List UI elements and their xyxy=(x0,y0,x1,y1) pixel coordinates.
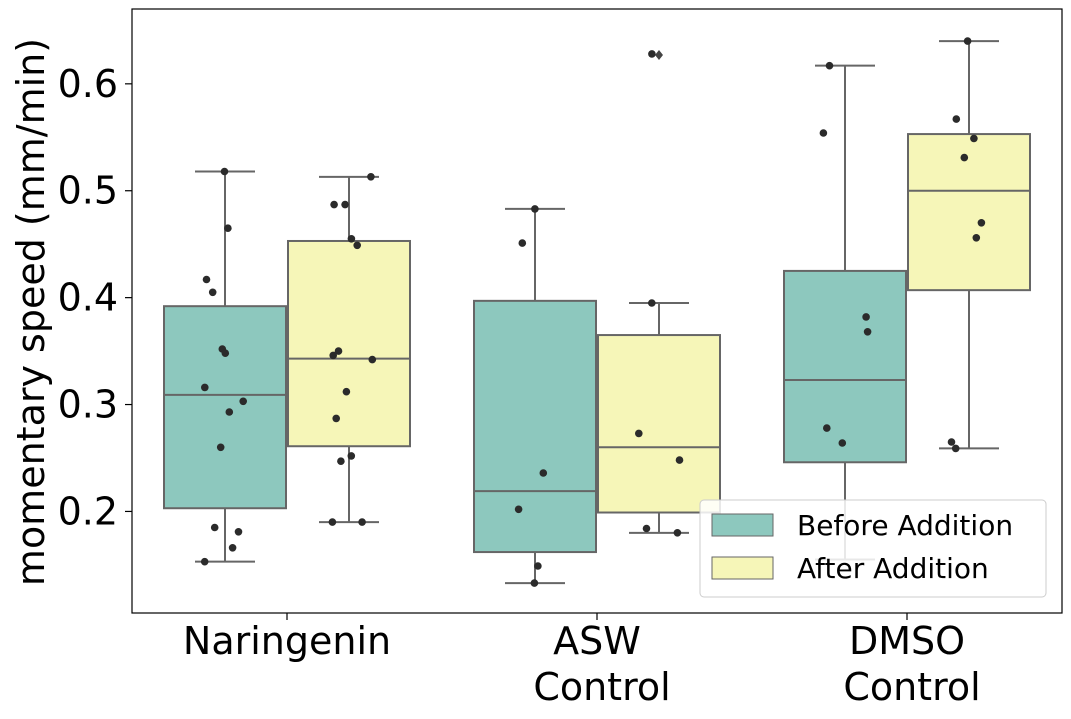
y-tick-label: 0.5 xyxy=(58,169,118,213)
data-point xyxy=(863,328,872,336)
data-point xyxy=(673,529,682,537)
data-point xyxy=(341,200,349,209)
points-layer xyxy=(200,37,986,587)
data-point xyxy=(216,443,225,452)
data-point xyxy=(228,544,237,552)
x-tick-label: Naringenin xyxy=(183,619,391,663)
data-point xyxy=(347,452,356,460)
data-point xyxy=(202,275,211,284)
legend-label: Before Addition xyxy=(797,509,1013,542)
y-tick-label: 0.2 xyxy=(58,489,118,533)
data-point xyxy=(353,241,362,250)
flier-point xyxy=(655,49,663,60)
legend-frame xyxy=(699,499,1047,598)
data-point xyxy=(960,153,969,162)
data-point xyxy=(951,444,960,453)
data-point xyxy=(530,579,539,587)
data-point xyxy=(977,219,986,227)
y-tick-label: 0.6 xyxy=(58,62,118,106)
data-point xyxy=(963,37,972,45)
x-tick-label: DMSO xyxy=(849,619,965,663)
y-tick-label: 0.3 xyxy=(58,383,118,427)
y-tick-label: 0.4 xyxy=(58,276,118,320)
legend-label: After Addition xyxy=(797,552,989,585)
data-point xyxy=(367,173,375,181)
data-point xyxy=(514,505,523,514)
box-0-2 xyxy=(783,64,907,561)
box-rect xyxy=(597,334,721,514)
box-rect xyxy=(473,299,597,554)
data-point xyxy=(201,383,209,392)
data-point xyxy=(635,429,643,438)
x-tick-label: Control xyxy=(843,665,980,709)
data-point xyxy=(539,469,548,477)
data-point xyxy=(221,349,230,358)
data-point xyxy=(531,205,539,213)
data-point xyxy=(823,424,831,432)
data-point xyxy=(642,524,651,533)
boxes-layer xyxy=(163,40,1031,585)
data-point xyxy=(334,347,343,355)
data-point xyxy=(368,355,377,364)
data-point xyxy=(970,134,978,143)
box-1-0 xyxy=(287,175,411,524)
legend-swatch xyxy=(711,556,774,580)
y-axis-label: momentary speed (mm/min) xyxy=(9,38,53,586)
box-0-1 xyxy=(473,207,597,585)
box-rect xyxy=(287,239,411,448)
data-point xyxy=(220,167,229,176)
x-tick-label: Control xyxy=(533,665,670,709)
box-0-0 xyxy=(163,170,287,563)
box-1-1 xyxy=(597,49,721,534)
data-point xyxy=(210,523,219,532)
data-point xyxy=(648,299,656,307)
x-tick-label: ASW xyxy=(553,619,641,663)
legend: Before Addition After Addition xyxy=(699,499,1047,598)
data-point xyxy=(952,115,961,123)
data-point xyxy=(328,518,337,526)
data-point xyxy=(239,397,247,406)
data-point xyxy=(208,288,217,297)
data-point xyxy=(224,224,232,232)
data-point xyxy=(347,235,356,243)
data-point xyxy=(534,562,542,570)
data-point xyxy=(819,129,828,137)
data-point xyxy=(675,456,684,464)
data-point xyxy=(947,438,956,446)
data-point xyxy=(200,557,209,566)
box-rect xyxy=(783,269,907,464)
box-rect xyxy=(907,133,1031,292)
data-point xyxy=(329,351,338,360)
data-point xyxy=(337,457,345,466)
data-point xyxy=(648,50,656,58)
data-point xyxy=(234,528,243,536)
data-point xyxy=(972,234,981,242)
data-point xyxy=(838,439,847,447)
data-point xyxy=(342,387,351,396)
data-point xyxy=(358,518,366,526)
data-point xyxy=(518,239,527,247)
data-point xyxy=(332,414,341,423)
data-point xyxy=(330,200,338,209)
box-1-2 xyxy=(907,40,1031,450)
data-point xyxy=(825,61,834,70)
data-point xyxy=(862,313,870,321)
data-point xyxy=(225,408,234,416)
box-rect xyxy=(163,305,287,510)
legend-swatch xyxy=(711,513,774,537)
